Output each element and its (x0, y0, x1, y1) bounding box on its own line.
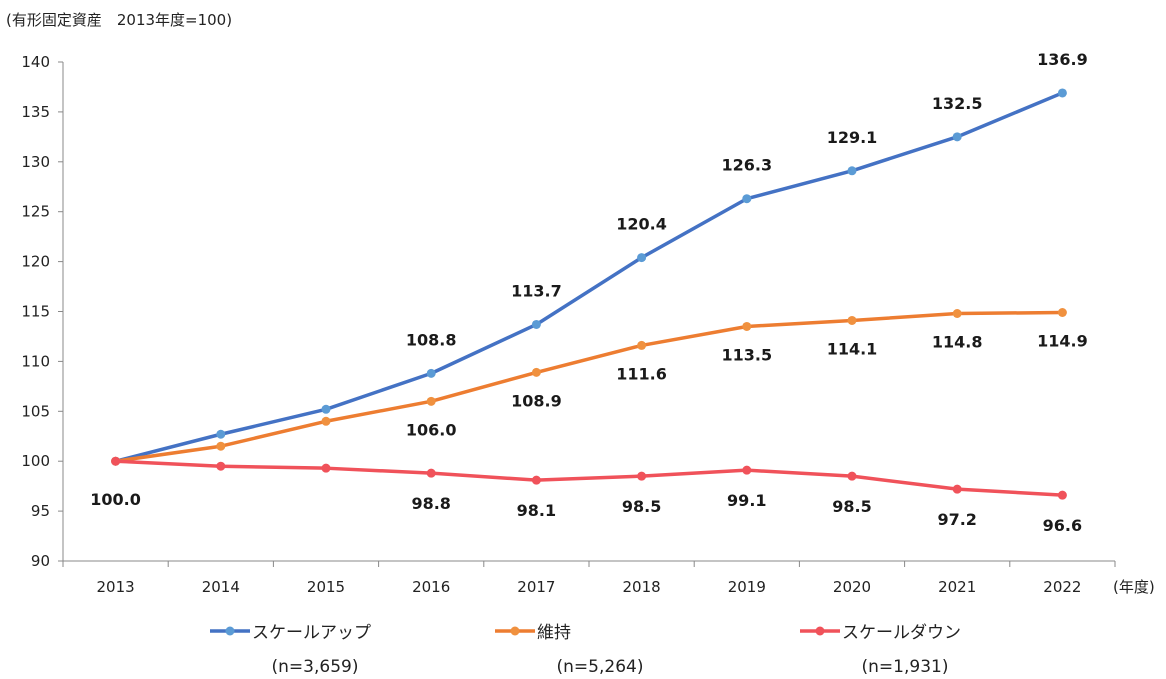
series-line (115, 459, 1063, 497)
data-point (742, 194, 752, 204)
data-point (952, 484, 962, 494)
data-point (637, 340, 647, 350)
x-tick-label: 2022 (1043, 578, 1081, 596)
data-point (426, 468, 436, 478)
data-label: 106.0 (406, 420, 457, 439)
data-label: 132.5 (932, 94, 983, 113)
data-label: 98.1 (517, 501, 556, 520)
y-tick-label: 100 (21, 452, 50, 470)
data-point (952, 308, 962, 318)
legend-label: スケールアップ (252, 623, 371, 643)
data-point (321, 404, 331, 414)
x-tick-label: 2016 (412, 578, 450, 596)
y-tick-label: 95 (31, 502, 50, 520)
legend-item: スケールアップ (n=3,659) (210, 623, 371, 677)
x-tick-label: 2020 (833, 578, 871, 596)
data-label: 96.6 (1043, 516, 1082, 535)
data-label: 129.1 (827, 128, 878, 147)
data-point (1057, 307, 1067, 317)
data-label: 136.9 (1037, 50, 1088, 69)
x-axis-label: (年度) (1113, 578, 1155, 596)
y-tick-label: 120 (21, 253, 50, 271)
data-point (531, 319, 541, 329)
x-tick-label: 2021 (938, 578, 976, 596)
legend-marker (510, 626, 520, 636)
data-point (742, 465, 752, 475)
x-tick-label: 2015 (307, 578, 345, 596)
data-point (426, 396, 436, 406)
chart-title: (有形固定資産 2013年度=100) (6, 11, 232, 29)
y-tick-label: 140 (21, 53, 50, 71)
data-point (426, 368, 436, 378)
legend-sample-size: (n=1,931) (862, 657, 949, 677)
data-point (847, 471, 857, 481)
data-point (1057, 88, 1067, 98)
legend-sample-size: (n=5,264) (557, 657, 644, 677)
data-point (637, 471, 647, 481)
data-label: 108.8 (406, 330, 457, 349)
y-tick-label: 125 (21, 203, 50, 221)
legend-marker (815, 626, 825, 636)
series-line (115, 91, 1064, 463)
data-point (321, 463, 331, 473)
x-tick-label: 2014 (202, 578, 240, 596)
legend-label: 維持 (537, 623, 571, 643)
data-label: 126.3 (721, 156, 772, 175)
data-point (216, 461, 226, 471)
legend-label: スケールダウン (842, 623, 961, 643)
data-point (952, 132, 962, 142)
data-label: 111.6 (616, 364, 667, 383)
data-label: 100.0 (90, 490, 141, 509)
data-label: 98.5 (622, 497, 661, 516)
data-point (216, 441, 226, 451)
data-point (531, 475, 541, 485)
x-tick-label: 2017 (517, 578, 555, 596)
data-point (847, 315, 857, 325)
y-tick-label: 110 (21, 352, 50, 370)
data-label: 99.1 (727, 491, 766, 510)
legend-item: 維持 (n=5,264) (495, 623, 643, 677)
data-label: 113.5 (721, 345, 772, 364)
y-tick-label: 90 (31, 552, 50, 570)
data-label: 120.4 (616, 215, 667, 234)
data-label: 108.9 (511, 391, 562, 410)
x-tick-label: 2019 (728, 578, 766, 596)
legend-sample-size: (n=3,659) (272, 657, 359, 677)
legend-marker (225, 626, 235, 636)
data-label: 98.8 (411, 494, 450, 513)
y-tick-label: 105 (21, 402, 50, 420)
data-label: 114.9 (1037, 331, 1088, 350)
data-label: 98.5 (832, 497, 871, 516)
data-point (111, 456, 121, 466)
data-point (1057, 490, 1067, 500)
x-tick-label: 2013 (97, 578, 135, 596)
data-point (216, 429, 226, 439)
data-label: 97.2 (937, 510, 976, 529)
x-tick-label: 2018 (623, 578, 661, 596)
data-point (847, 166, 857, 176)
y-tick-label: 135 (21, 103, 50, 121)
legend-item: スケールダウン (n=1,931) (800, 623, 961, 677)
y-tick-label: 130 (21, 153, 50, 171)
data-label: 114.1 (827, 339, 878, 358)
data-point (742, 321, 752, 331)
data-point (531, 367, 541, 377)
data-label: 114.8 (932, 332, 983, 351)
data-point (637, 253, 647, 263)
data-label: 113.7 (511, 281, 562, 300)
data-point (321, 416, 331, 426)
y-tick-label: 115 (21, 303, 50, 321)
series-line (115, 310, 1063, 463)
